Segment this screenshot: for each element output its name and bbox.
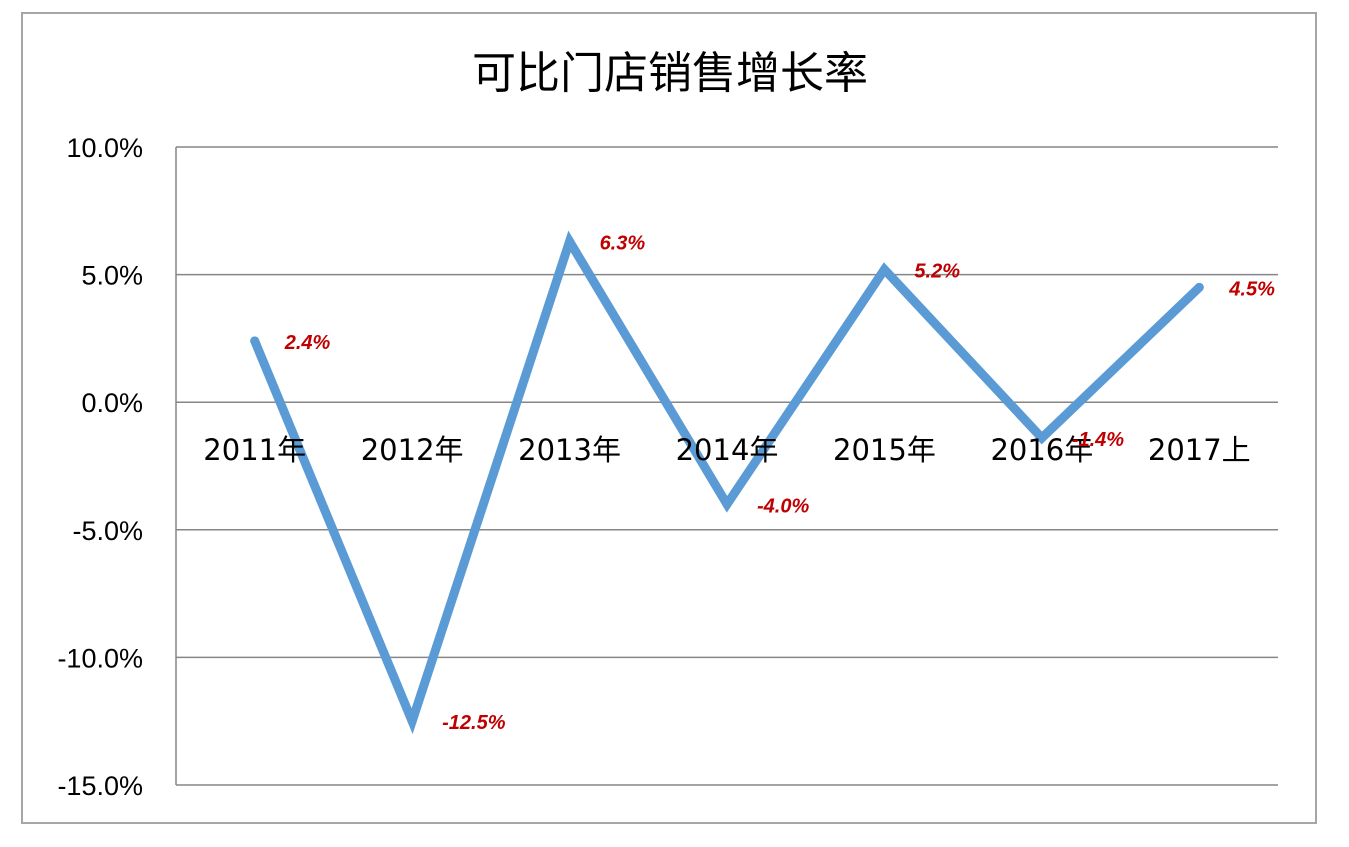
gridlines xyxy=(175,146,1278,786)
data-label: -12.5% xyxy=(442,712,506,734)
data-label: 2.4% xyxy=(284,332,331,354)
data-labels: 2.4% -12.5% 6.3% -4.0% 5.2% -1.4% 4.5% xyxy=(284,232,1275,734)
data-label: 5.2% xyxy=(914,260,960,282)
y-tick-label: -5.0% xyxy=(72,516,143,546)
x-tick-label: 2016年 xyxy=(990,433,1093,467)
data-point xyxy=(1037,433,1047,443)
y-tick-label: 10.0% xyxy=(66,133,143,163)
series-layer xyxy=(250,230,1204,735)
series-line xyxy=(250,230,1204,735)
data-point xyxy=(879,264,889,274)
data-point xyxy=(407,716,417,726)
x-tick-label: 2015年 xyxy=(833,433,936,467)
data-point xyxy=(250,336,260,346)
y-axis-ticks: 10.0% 5.0% 0.0% -5.0% -10.0% -15.0% xyxy=(57,133,143,801)
x-axis-ticks: 2011年 2012年 2013年 2014年 2015年 2016年 2017上 xyxy=(203,433,1250,467)
data-point xyxy=(1194,282,1204,292)
data-point xyxy=(565,236,575,246)
x-tick-label: 2012年 xyxy=(361,433,464,467)
x-tick-label: 2017上 xyxy=(1148,433,1251,467)
data-label: 6.3% xyxy=(600,232,646,254)
y-tick-label: -10.0% xyxy=(57,643,143,673)
y-tick-label: 5.0% xyxy=(81,261,143,291)
y-tick-label: -15.0% xyxy=(57,771,143,801)
data-label: 4.5% xyxy=(1228,278,1275,300)
chart-title: 可比门店销售增长率 xyxy=(472,48,868,99)
x-tick-label: 2011年 xyxy=(203,433,306,467)
data-label: -1.4% xyxy=(1072,429,1124,451)
data-label: -4.0% xyxy=(757,495,809,517)
x-tick-label: 2013年 xyxy=(518,433,621,467)
data-point xyxy=(722,499,732,509)
x-tick-label: 2014年 xyxy=(676,433,779,467)
y-tick-label: 0.0% xyxy=(81,388,143,418)
